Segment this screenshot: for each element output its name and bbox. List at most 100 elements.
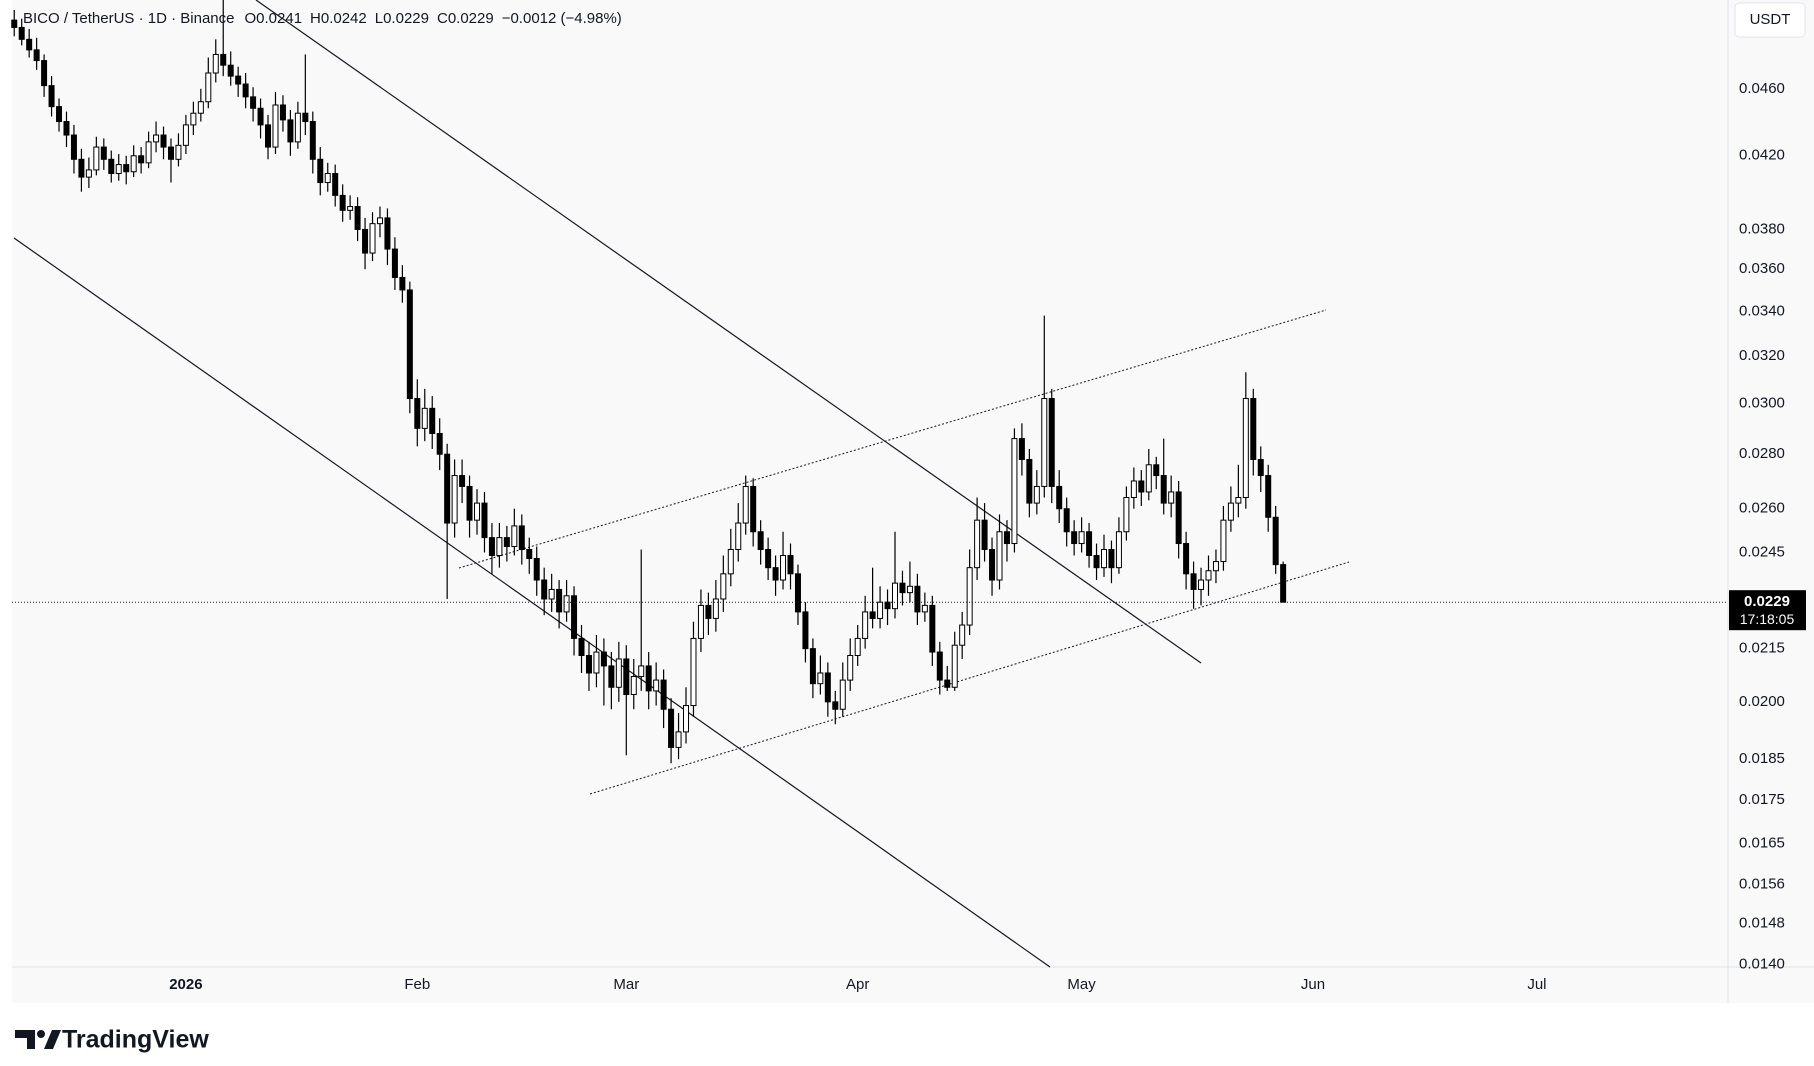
- candle-body: [138, 155, 145, 164]
- logo-mark: [15, 1030, 35, 1049]
- last-price-label: 0.0229: [1744, 593, 1790, 610]
- logo-mark: [44, 1030, 61, 1049]
- candle-body: [720, 573, 727, 600]
- candle-body: [1115, 531, 1122, 569]
- candle-body: [884, 601, 891, 610]
- candle-body: [824, 672, 831, 703]
- candle-body: [914, 585, 921, 613]
- x-tick-label: Mar: [613, 976, 639, 993]
- y-tick-label: 0.0140: [1739, 955, 1785, 972]
- candle-body: [1235, 497, 1242, 504]
- candle-body: [279, 104, 286, 121]
- candle-body: [123, 164, 130, 173]
- candle-body: [906, 585, 913, 594]
- candle-body: [354, 206, 361, 230]
- y-tick-label: 0.0148: [1739, 914, 1785, 931]
- candle-body: [668, 708, 675, 748]
- candle-body: [944, 679, 951, 688]
- candle-body: [511, 525, 518, 547]
- candle-body: [705, 604, 712, 619]
- candle-body: [26, 38, 33, 51]
- candle-body: [1250, 398, 1257, 460]
- candle-body: [391, 248, 398, 278]
- candle-body: [533, 558, 540, 581]
- y-tick-label: 0.0420: [1739, 147, 1785, 164]
- x-tick-label: Apr: [846, 976, 869, 993]
- currency-label[interactable]: USDT: [1750, 11, 1791, 28]
- candle-body: [660, 679, 667, 710]
- candle-body: [272, 104, 279, 148]
- candle-body: [78, 158, 85, 178]
- candle-body: [347, 206, 354, 211]
- candle-body: [160, 134, 167, 148]
- candle-body: [959, 624, 966, 646]
- candle-body: [167, 146, 174, 160]
- candle-body: [1272, 516, 1279, 566]
- y-tick-label: 0.0260: [1739, 500, 1785, 517]
- candle-body: [376, 217, 383, 225]
- y-tick-label: 0.0185: [1739, 750, 1785, 767]
- candle-body: [802, 611, 809, 650]
- y-tick-label: 0.0460: [1739, 80, 1785, 97]
- candle-body: [287, 119, 294, 143]
- candle-body: [481, 502, 488, 539]
- y-tick-label: 0.0245: [1739, 543, 1785, 560]
- candle-body: [399, 276, 406, 291]
- candle-body: [742, 485, 749, 524]
- candle-body: [41, 60, 48, 87]
- candle-body: [302, 112, 309, 123]
- candle-body: [115, 164, 122, 175]
- candle-body: [1227, 502, 1234, 521]
- candle-body: [56, 106, 63, 123]
- candle-body: [757, 531, 764, 550]
- candle-body: [1257, 458, 1264, 477]
- candle-body: [1168, 491, 1175, 504]
- candle-body: [765, 548, 772, 569]
- candle-body: [250, 96, 257, 109]
- candle-body: [623, 658, 630, 696]
- candle-body: [414, 398, 421, 429]
- candle-body: [11, 19, 18, 28]
- candle-body: [518, 525, 525, 550]
- y-tick-label: 0.0320: [1739, 347, 1785, 364]
- candle-body: [205, 72, 212, 103]
- candle-body: [444, 453, 451, 524]
- candle-body: [1242, 398, 1249, 499]
- candle-body: [690, 637, 697, 707]
- candle-body: [653, 679, 660, 692]
- candle-body: [220, 53, 227, 66]
- candle-body: [332, 173, 339, 196]
- candle-body: [989, 548, 996, 581]
- candle-body: [48, 85, 55, 108]
- candle-body: [257, 107, 264, 126]
- x-tick-label: 2026: [169, 976, 202, 993]
- channel-line: [589, 561, 1350, 795]
- candle-body: [1265, 475, 1272, 518]
- candle-body: [1145, 464, 1152, 493]
- candle-body: [421, 407, 428, 429]
- candle-body: [317, 158, 324, 184]
- candle-body: [1093, 554, 1100, 569]
- candle-body: [936, 651, 943, 681]
- candle-body: [63, 121, 70, 136]
- candle-body: [451, 475, 458, 524]
- candle-body: [466, 485, 473, 521]
- candle-body: [1086, 531, 1093, 556]
- x-tick-label: May: [1067, 976, 1096, 993]
- chart-background: [12, 0, 1814, 1003]
- candle-body: [1041, 398, 1048, 487]
- candle-body: [1205, 570, 1212, 581]
- candle-body: [429, 407, 436, 434]
- candle-body: [787, 554, 794, 575]
- candle-body: [548, 588, 555, 600]
- candle-body: [1108, 548, 1115, 569]
- candle-body: [1056, 485, 1063, 510]
- candle-body: [227, 64, 234, 77]
- candle-body: [921, 604, 928, 613]
- currency-button[interactable]: [1734, 2, 1806, 38]
- y-tick-label: 0.0175: [1739, 791, 1785, 808]
- candle-body: [877, 601, 884, 619]
- plot-area: [11, 0, 1728, 764]
- candle-body: [593, 651, 600, 674]
